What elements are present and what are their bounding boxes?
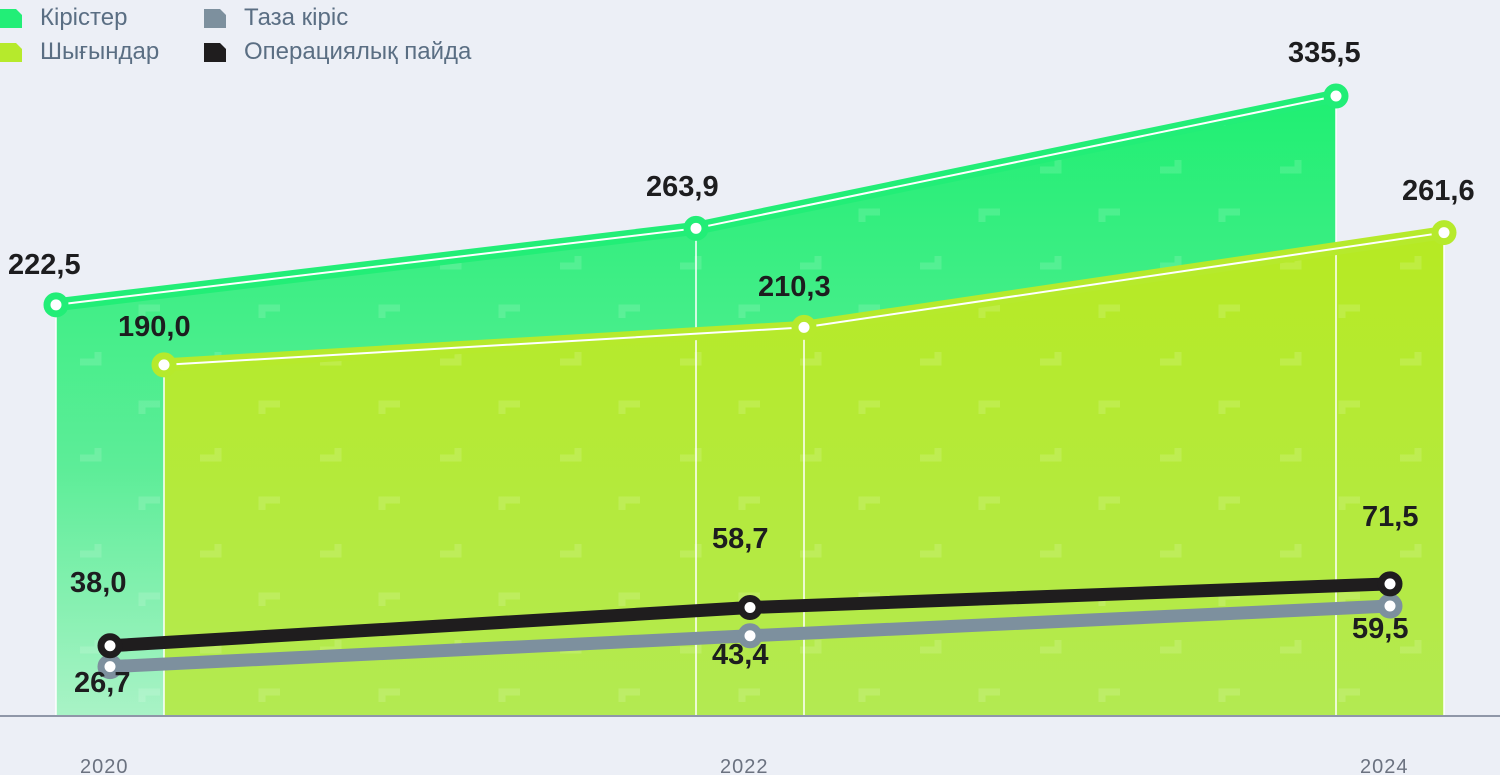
operating-profit-value-label: 71,5 [1362,501,1418,533]
expenses-value-label: 210,3 [758,271,831,303]
legend-swatch [204,9,226,28]
net-income-value-label: 59,5 [1352,613,1408,645]
x-tick-label: 2020 [80,756,129,775]
legend-swatch [0,43,22,62]
x-tick-label: 2024 [1360,756,1409,775]
expenses-value-label: 261,6 [1402,175,1475,207]
income-value-label: 222,5 [8,249,81,281]
operating-profit-point [97,633,123,659]
income-value-label: 263,9 [646,171,719,203]
legend-label: Кірістер [40,4,127,31]
net-income-point [1377,593,1403,619]
operating-profit-point [737,595,763,621]
expenses-value-label: 190,0 [118,311,191,343]
income-point [683,215,709,241]
legend-label: Таза кіріс [244,4,348,31]
legend-label: Операциялық пайда [244,38,472,65]
income-value-label: 335,5 [1288,37,1361,69]
expenses-point [791,314,817,340]
net-income-value-label: 43,4 [712,639,768,671]
expenses-point [1431,220,1457,246]
net-income-value-label: 26,7 [74,667,130,699]
expenses-point [151,352,177,378]
legend: Кірістер Шығындар Таза кіріс Операциялық па… [0,4,472,65]
operating-profit-value-label: 58,7 [712,523,768,555]
legend-item-кірістер: Кірістер [0,4,127,31]
income-point [43,292,69,318]
legend-item-операциялық-пайда: Операциялық пайда [204,38,472,65]
operating-profit-point [1377,571,1403,597]
legend-swatch [0,9,22,28]
income-point [1323,83,1349,109]
net-income-point [737,623,763,649]
x-tick-label: 2022 [720,756,769,775]
legend-swatch [204,43,226,62]
operating-profit-value-label: 38,0 [70,567,126,599]
legend-label: Шығындар [40,38,159,65]
legend-item-таза-кіріс: Таза кіріс [204,4,348,31]
legend-item-шығындар: Шығындар [0,38,159,65]
